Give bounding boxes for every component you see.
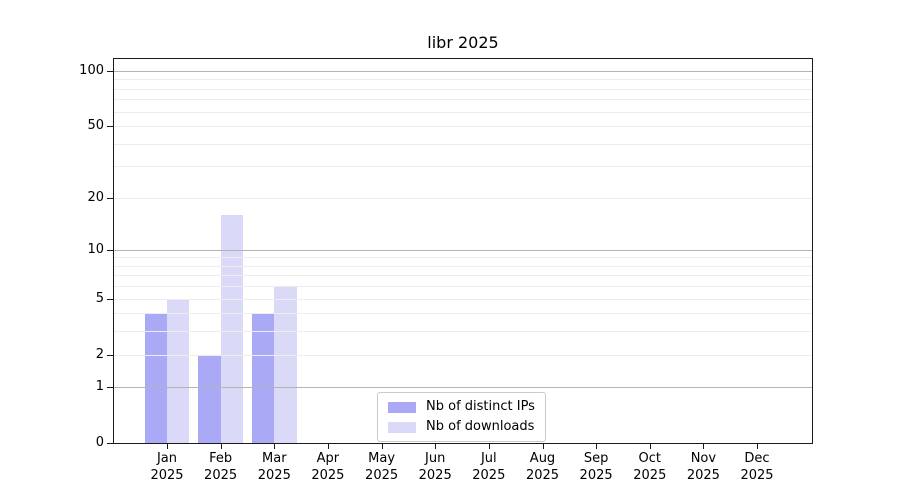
x-tick-mark	[488, 444, 490, 449]
y-gridline-minor	[114, 354, 812, 356]
x-tick-label: Oct 2025	[633, 451, 667, 483]
y-gridline-major	[114, 71, 812, 72]
bar-downloads-feb	[220, 214, 243, 443]
y-gridline-major	[114, 387, 812, 389]
x-tick-label: Nov 2025	[686, 451, 720, 483]
y-gridline-minor	[114, 197, 812, 199]
bar-ips-jan	[144, 313, 167, 443]
x-tick-label: May 2025	[365, 451, 399, 483]
bar-downloads-jan	[167, 298, 190, 443]
chart-title: libr 2025	[427, 33, 499, 52]
y-gridline-minor	[114, 313, 812, 315]
downloads-color-swatch	[388, 421, 416, 433]
y-tick-label: 20	[87, 189, 104, 205]
y-gridline-minor	[114, 88, 812, 90]
y-gridline-minor	[114, 79, 812, 81]
x-tick-mark	[703, 444, 705, 449]
y-tick-mark	[107, 126, 113, 128]
y-gridline-minor	[114, 126, 812, 128]
x-tick-mark	[596, 444, 598, 449]
y-gridline-minor	[114, 265, 812, 267]
x-tick-mark	[435, 444, 437, 449]
plot-area	[113, 58, 813, 444]
x-tick-mark	[220, 444, 222, 449]
x-tick-mark	[542, 444, 544, 449]
y-tick-mark	[107, 71, 113, 72]
y-tick-label: 5	[95, 290, 104, 306]
x-tick-label: Aug 2025	[525, 451, 560, 483]
legend-item-downloads: Nb of downloads	[388, 419, 535, 435]
x-tick-label: Sep 2025	[579, 451, 613, 483]
legend-item-distinct-ips: Nb of distinct IPs	[388, 399, 535, 415]
y-gridline-minor	[114, 166, 812, 168]
y-tick-mark	[107, 387, 113, 389]
bar-ips-mar	[252, 313, 275, 443]
ips-color-swatch	[388, 401, 416, 413]
x-tick-mark	[274, 444, 276, 449]
legend: Nb of distinct IPs Nb of downloads	[377, 392, 546, 442]
x-tick-mark	[327, 444, 329, 449]
y-tick-label: 50	[87, 118, 104, 134]
y-tick-mark	[107, 443, 113, 444]
y-gridline-minor	[114, 286, 812, 288]
x-tick-mark	[167, 444, 168, 449]
y-gridline-major	[114, 249, 812, 251]
y-tick-label: 1	[95, 379, 104, 395]
bar-ips-feb	[198, 354, 221, 443]
x-tick-label: Dec 2025	[740, 451, 774, 483]
y-tick-mark	[107, 249, 113, 251]
y-tick-mark	[107, 197, 113, 199]
x-tick-mark	[381, 444, 383, 449]
y-gridline-minor	[114, 111, 812, 113]
y-gridline-minor	[114, 143, 812, 145]
x-tick-label: Apr 2025	[311, 451, 345, 483]
y-gridline-minor	[114, 99, 812, 101]
x-tick-mark	[757, 444, 758, 449]
y-gridline-minor	[114, 275, 812, 277]
y-tick-label: 10	[87, 241, 104, 257]
y-tick-label: 100	[79, 63, 104, 78]
legend-label-downloads: Nb of downloads	[426, 419, 535, 434]
bar-downloads-mar	[274, 286, 297, 443]
y-tick-mark	[107, 354, 113, 356]
x-tick-mark	[649, 444, 651, 449]
x-tick-label: Jul 2025	[472, 451, 506, 483]
y-gridline-minor	[114, 331, 812, 333]
x-tick-label: Mar 2025	[257, 451, 291, 483]
y-tick-label: 0	[95, 435, 104, 450]
y-gridline-minor	[114, 298, 812, 300]
y-tick-label: 2	[95, 346, 104, 362]
y-gridline-minor	[114, 257, 812, 259]
x-tick-label: Feb 2025	[204, 451, 238, 483]
x-tick-label: Jun 2025	[418, 451, 452, 483]
x-tick-label: Jan 2025	[150, 451, 184, 483]
legend-label-distinct-ips: Nb of distinct IPs	[426, 399, 535, 414]
y-tick-mark	[107, 298, 113, 300]
